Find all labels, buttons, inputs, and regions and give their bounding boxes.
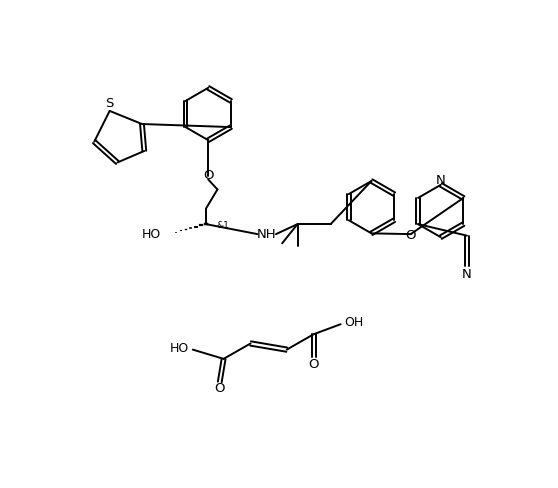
Text: O: O bbox=[309, 358, 319, 371]
Text: N: N bbox=[436, 175, 446, 187]
Text: HO: HO bbox=[142, 227, 161, 241]
Text: OH: OH bbox=[344, 316, 364, 329]
Text: S: S bbox=[105, 98, 113, 110]
Text: O: O bbox=[214, 383, 225, 395]
Text: O: O bbox=[406, 229, 416, 242]
Text: HO: HO bbox=[170, 343, 189, 355]
Text: O: O bbox=[203, 169, 214, 182]
Text: N: N bbox=[462, 267, 472, 281]
Text: NH: NH bbox=[257, 227, 277, 241]
Text: &1: &1 bbox=[216, 221, 229, 230]
